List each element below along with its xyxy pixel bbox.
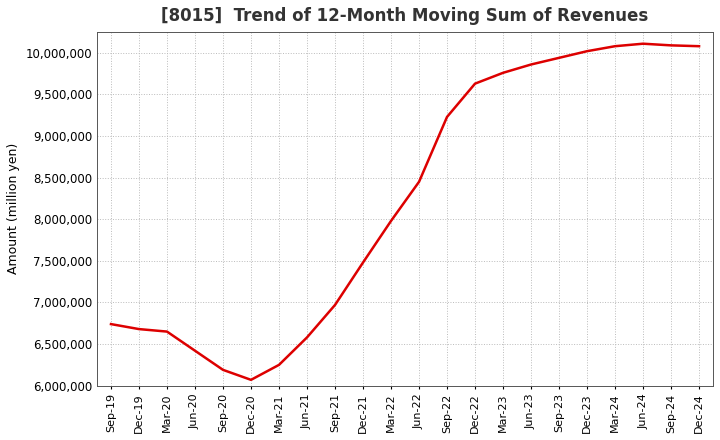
Y-axis label: Amount (million yen): Amount (million yen) bbox=[7, 143, 20, 275]
Title: [8015]  Trend of 12-Month Moving Sum of Revenues: [8015] Trend of 12-Month Moving Sum of R… bbox=[161, 7, 649, 25]
